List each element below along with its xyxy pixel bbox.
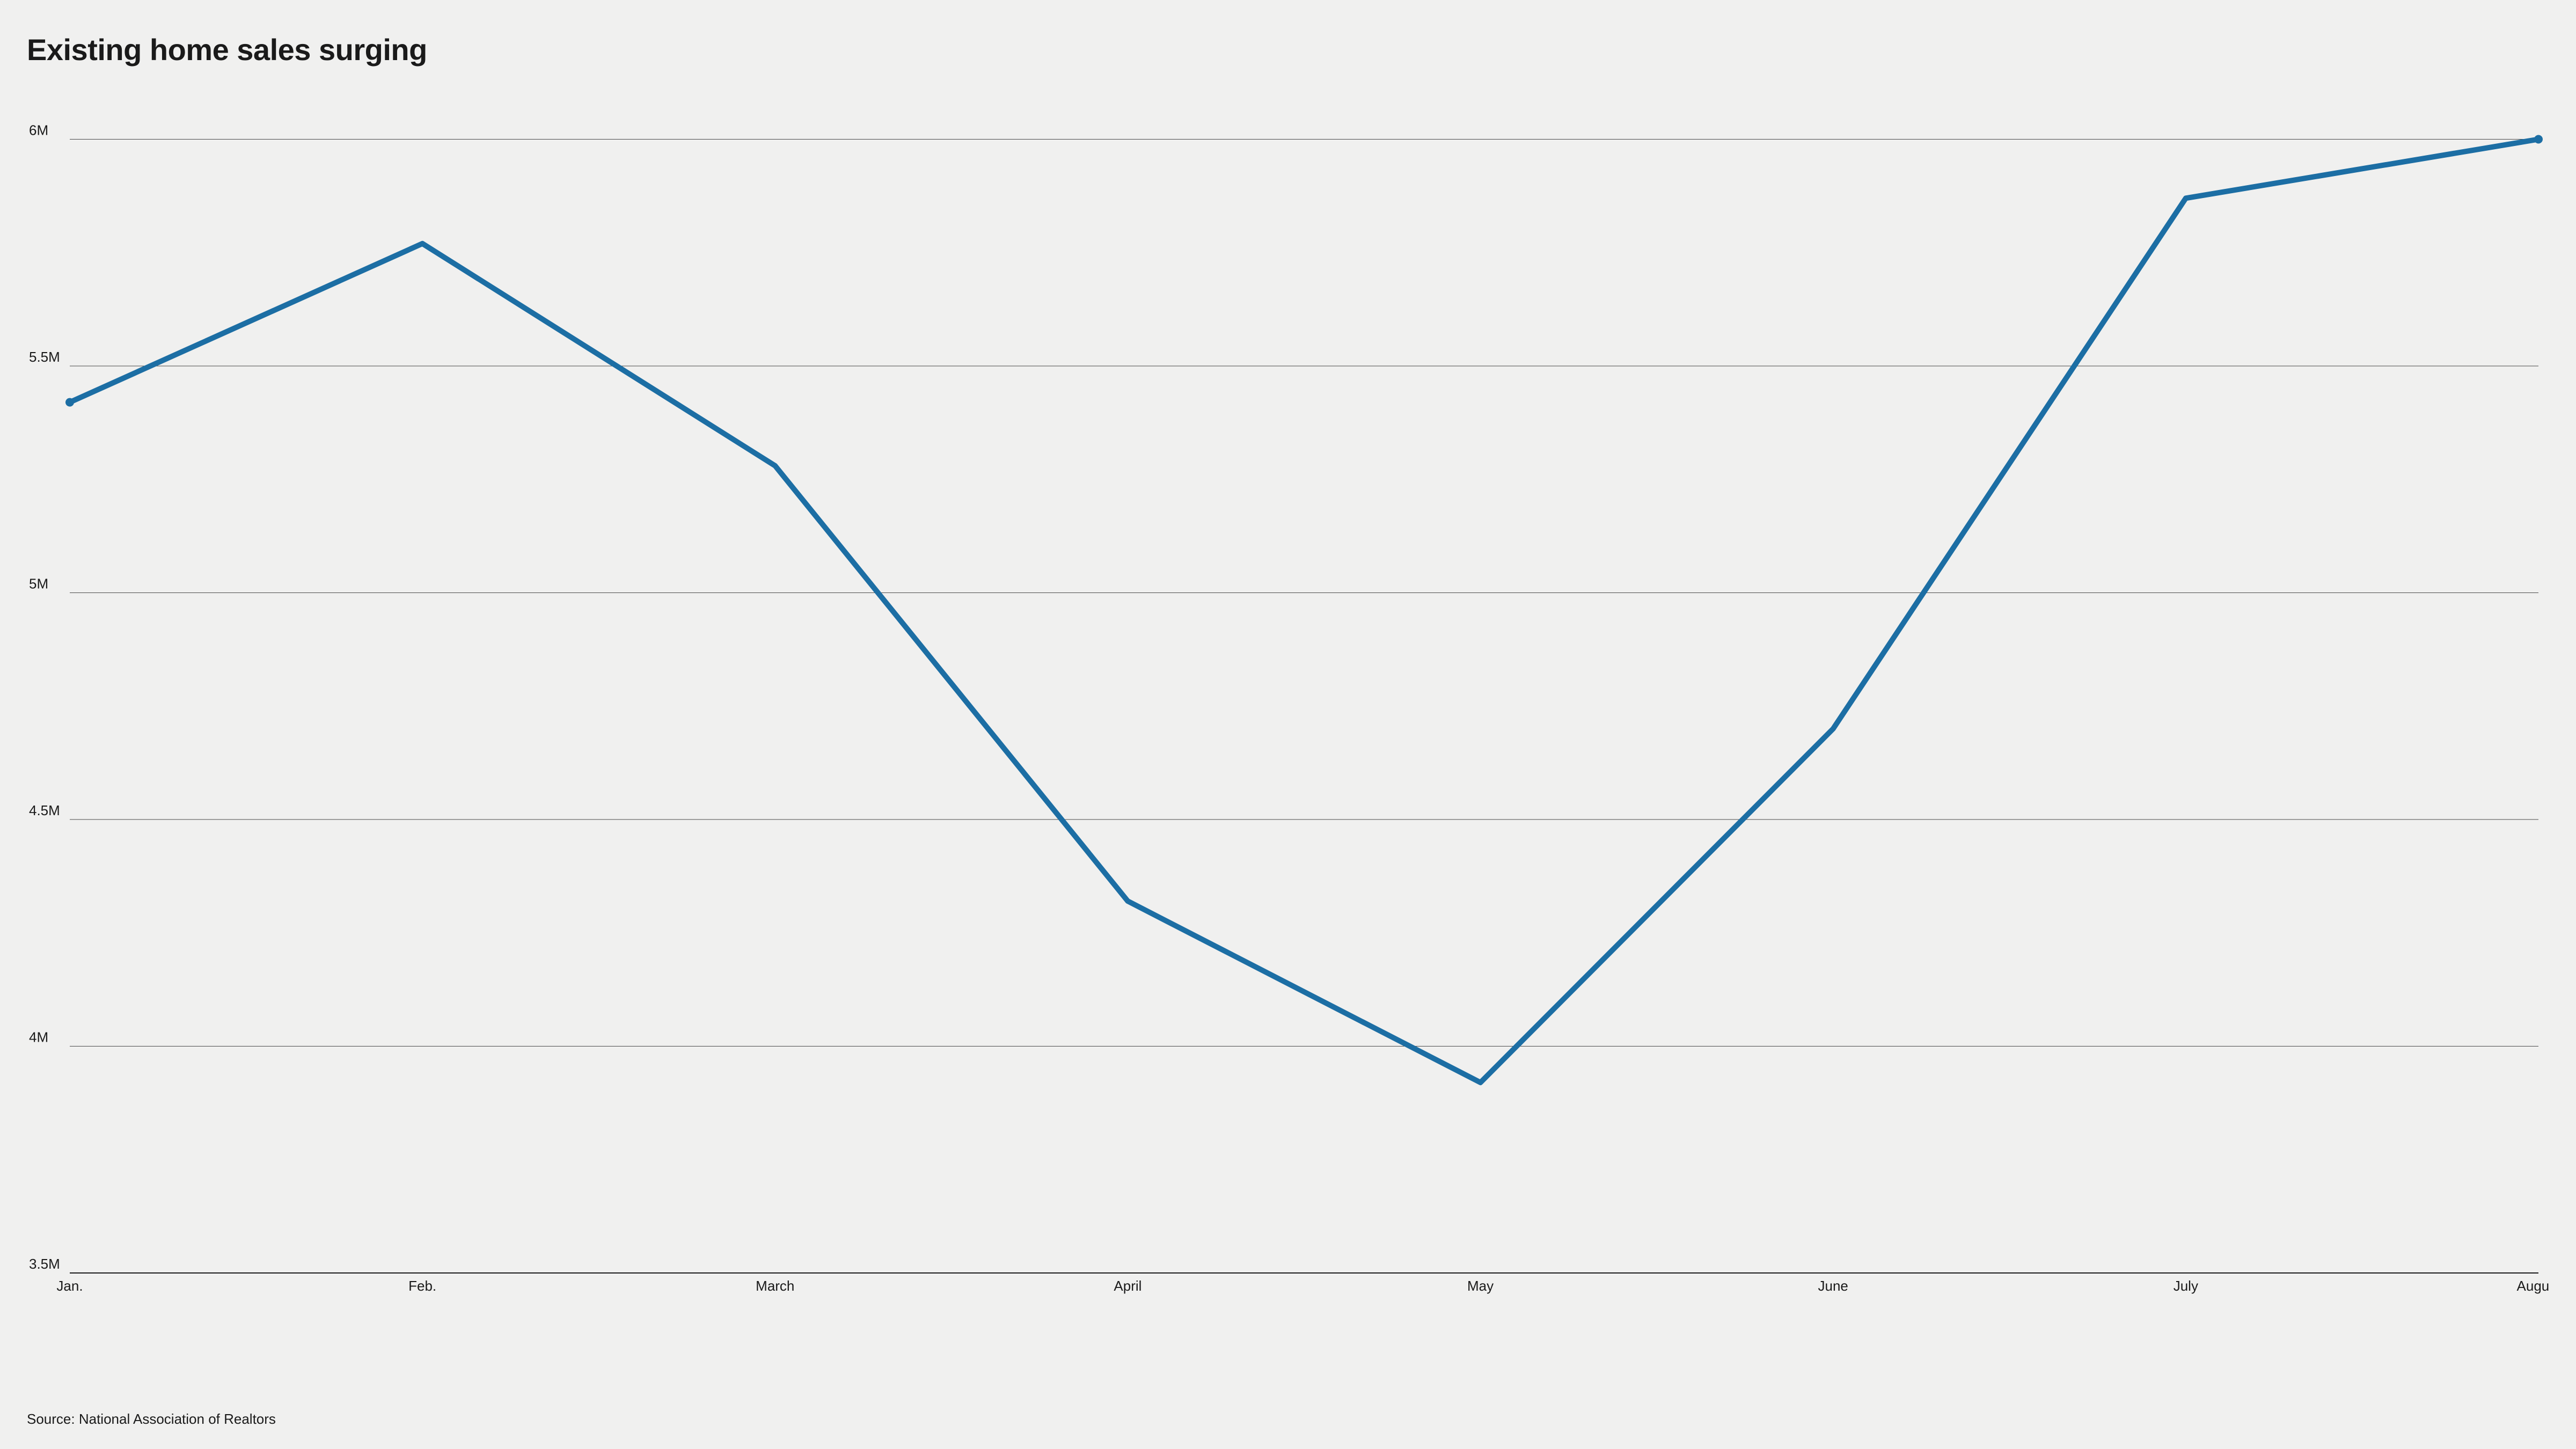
series-marker [65,398,74,407]
x-axis-label: Feb. [408,1278,436,1294]
y-axis-label: 5M [29,576,48,592]
chart-source: Source: National Association of Realtors [27,1411,2549,1428]
x-axis-label: Jan. [56,1278,83,1294]
y-axis-label: 6M [29,122,48,138]
y-axis-label: 5.5M [29,349,60,365]
x-axis-label: April [1114,1278,1141,1294]
x-axis-label: August [2517,1278,2549,1294]
y-axis-label: 4.5M [29,802,60,818]
chart-title: Existing home sales surging [27,32,2549,67]
x-axis-label: March [756,1278,794,1294]
y-axis-label: 4M [29,1029,48,1045]
series-line [70,140,2538,1083]
x-axis-label: May [1467,1278,1494,1294]
chart-container: Existing home sales surging 3.5M 4M 4.5M 5M… [0,0,2576,1449]
series-marker [2534,135,2543,144]
y-axis-label: 3.5M [29,1256,60,1272]
line-chart: 3.5M 4M 4.5M 5M 5.5M 6M Jan. Feb. March April May J… [27,89,2549,1396]
chart-area: 3.5M 4M 4.5M 5M 5.5M 6M Jan. Feb. March April May J… [27,89,2549,1396]
x-axis-label: July [2174,1278,2198,1294]
x-axis-label: June [1818,1278,1848,1294]
